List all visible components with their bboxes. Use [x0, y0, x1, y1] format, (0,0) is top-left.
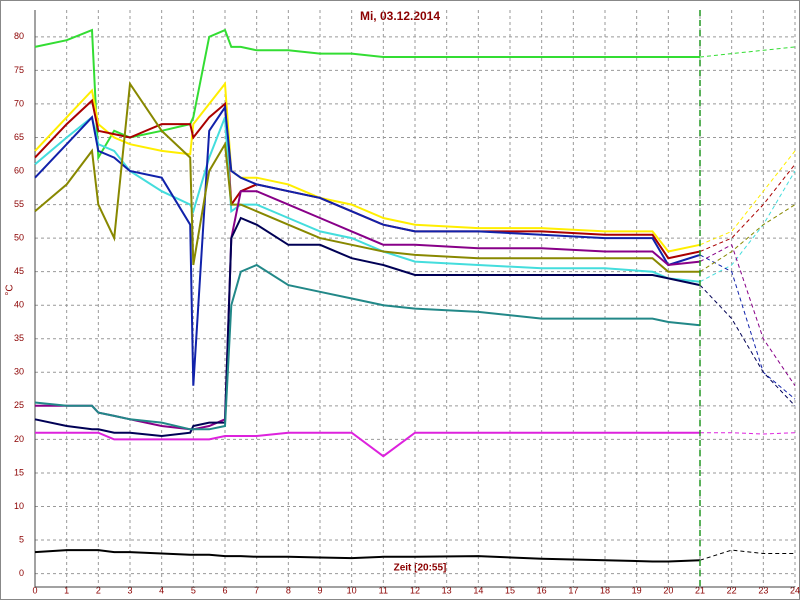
x-tick-label: 1: [64, 585, 69, 595]
x-tick-label: 16: [537, 585, 547, 595]
forecast-line: [699, 284, 796, 407]
x-tick-label: 21: [695, 585, 705, 595]
x-tick-label: 3: [127, 585, 132, 595]
x-tick-label: 24: [790, 585, 800, 595]
y-tick-label: 80: [14, 31, 24, 41]
series-line: [34, 80, 700, 273]
forecast-line: [699, 549, 795, 561]
x-tick-label: 20: [663, 585, 673, 595]
y-tick-label: 70: [14, 98, 24, 108]
y-tick-label: 20: [14, 434, 24, 444]
x-tick-label: 18: [600, 585, 610, 595]
y-tick-label: 10: [14, 501, 24, 511]
y-tick-label: 0: [19, 568, 24, 578]
y-tick-label: 30: [14, 367, 24, 377]
x-tick-label: 4: [159, 585, 164, 595]
x-tick-label: 23: [758, 585, 768, 595]
series-line: [34, 104, 701, 386]
forecast-line: [699, 163, 796, 252]
x-tick-label: 6: [222, 585, 227, 595]
chart-title: Mi, 03.12.2014: [360, 9, 440, 23]
forecast-line: [699, 150, 796, 246]
x-tick-label: 9: [317, 585, 322, 595]
series-line: [34, 216, 701, 438]
x-tick-label: 8: [286, 585, 291, 595]
x-tick-label: 0: [32, 585, 37, 595]
y-tick-label: 55: [14, 199, 24, 209]
forecast-line: [699, 46, 796, 58]
x-tick-label: 15: [505, 585, 515, 595]
forecast-line: [700, 432, 796, 435]
y-tick-label: 50: [14, 232, 24, 242]
x-tick-label: 7: [254, 585, 259, 595]
x-tick-label: 17: [568, 585, 578, 595]
series-line: [34, 263, 701, 431]
x-tick-label: 13: [442, 585, 452, 595]
series-line: [35, 431, 700, 458]
x-tick-label: 11: [379, 585, 388, 595]
x-tick-label: 22: [727, 585, 737, 595]
y-axis-label: °C: [5, 284, 16, 295]
x-tick-label: 14: [473, 585, 483, 595]
y-tick-label: 75: [14, 65, 24, 75]
x-tick-label: 12: [410, 585, 420, 595]
x-tick-label: 5: [191, 585, 196, 595]
y-tick-label: 60: [14, 165, 24, 175]
y-tick-label: 35: [14, 333, 24, 343]
series-line: [34, 549, 701, 563]
y-tick-label: 40: [14, 300, 24, 310]
x-tick-label: 2: [96, 585, 101, 595]
forecast-line: [699, 254, 796, 400]
y-tick-label: 15: [14, 467, 24, 477]
forecast-line: [699, 204, 796, 273]
forecast-line: [699, 170, 796, 283]
y-tick-label: 45: [14, 266, 24, 276]
y-tick-label: 5: [19, 534, 24, 544]
y-tick-label: 25: [14, 400, 24, 410]
forecast-line: [699, 244, 796, 386]
x-axis-label: Zeit [20:55]: [394, 563, 447, 574]
x-tick-label: 10: [347, 585, 357, 595]
series-line: [34, 28, 700, 161]
y-tick-label: 65: [14, 132, 24, 142]
x-tick-label: 19: [632, 585, 642, 595]
